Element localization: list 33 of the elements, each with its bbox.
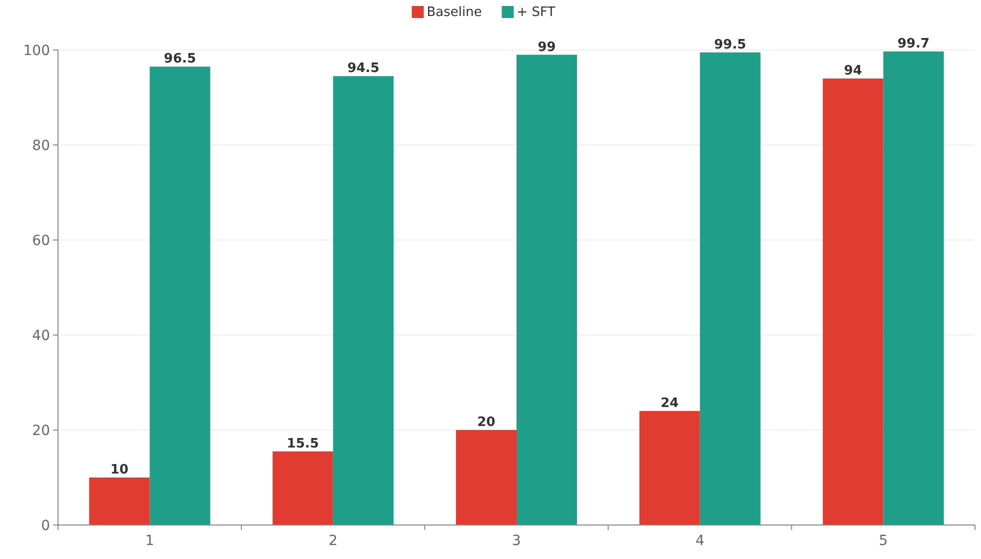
data-label: 20 [477,415,496,430]
x-tick-label: 5 [878,533,888,549]
y-tick-label: 20 [32,422,50,439]
y-tick-label: 40 [32,328,50,344]
data-label: 99 [538,40,556,55]
bar [516,54,578,525]
legend-label: + SFT [516,5,556,20]
y-tick-label: 0 [41,518,50,534]
y-tick-label: 100 [23,42,50,59]
data-label: 10 [110,462,128,478]
bar [150,66,210,525]
data-label: 94.5 [347,61,380,76]
data-label: 99.7 [898,36,930,52]
y-tick-label: 80 [32,138,50,154]
bar [456,430,516,525]
data-label: 99.5 [714,37,746,52]
bar [272,451,334,525]
x-tick-label: 1 [145,533,154,549]
bar [700,52,760,525]
legend-label: Baseline [426,5,482,20]
bar [822,78,884,525]
bar [333,76,394,525]
bar [883,51,944,525]
x-tick-label: 2 [328,533,338,549]
data-label: 15.5 [286,436,319,452]
data-label: 24 [660,396,679,411]
bar [89,478,150,525]
bar [639,411,700,525]
y-tick-label: 60 [32,232,50,249]
x-tick-label: 3 [512,533,521,549]
data-label: 94 [844,64,862,78]
data-label: 96.5 [164,52,196,67]
x-tick-label: 4 [695,533,704,549]
